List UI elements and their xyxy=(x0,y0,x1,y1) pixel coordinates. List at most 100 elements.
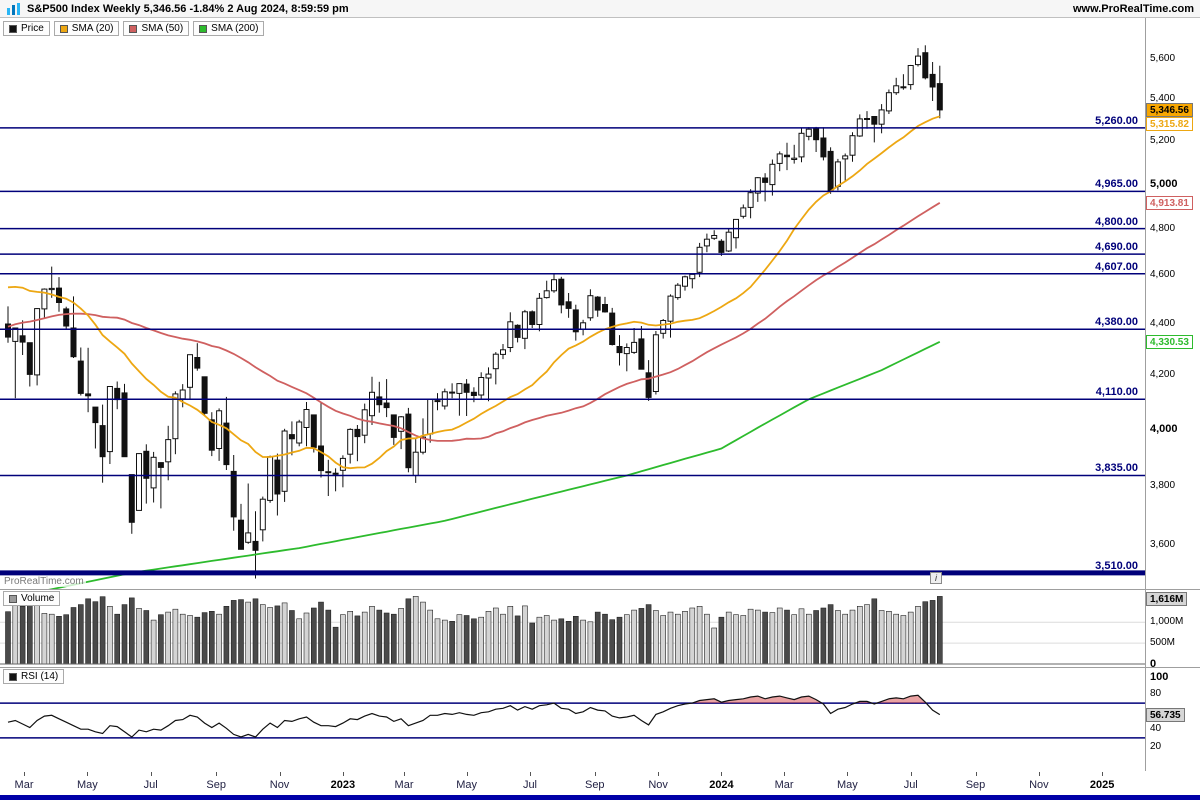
legend-volume-label: Volume xyxy=(21,593,55,604)
main-legend: Price SMA (20) SMA (50) SMA (200) xyxy=(3,21,265,36)
level-label: 4,800.00 xyxy=(1095,215,1138,228)
legend-sma200-label: SMA (200) xyxy=(211,23,259,34)
axis-tick-label: 100 xyxy=(1150,671,1169,683)
level-label: 3,510.00 xyxy=(1095,559,1138,572)
sma200-swatch-icon xyxy=(199,24,208,33)
rsi-legend: RSI (14) xyxy=(3,669,65,684)
time-tick-label: Jul xyxy=(522,779,537,791)
level-label: 4,380.00 xyxy=(1095,316,1138,329)
time-tick-mark xyxy=(279,772,281,776)
sma50-swatch-icon xyxy=(129,24,138,33)
axis-tick-label: 5,400 xyxy=(1150,93,1176,104)
axis-tick-label: 5,600 xyxy=(1150,53,1176,64)
time-tick-mark xyxy=(216,772,218,776)
axis-tick-label: 1,000M xyxy=(1150,616,1184,628)
time-tick-label: Mar xyxy=(394,779,414,791)
legend-sma20-label: SMA (20) xyxy=(71,23,114,34)
level-label: 4,690.00 xyxy=(1095,241,1138,254)
axis-tick-label: 3,600 xyxy=(1150,539,1176,551)
prorealtime-logo-icon xyxy=(7,2,20,15)
legend-rsi-label: RSI (14) xyxy=(21,671,59,682)
time-tick-label: May xyxy=(76,779,98,791)
sma200-line xyxy=(48,340,941,589)
time-tick-mark xyxy=(1102,772,1104,776)
level-label: 4,965.00 xyxy=(1095,178,1138,191)
axis-tick-label: 4,600 xyxy=(1150,269,1176,281)
legend-sma50-label: SMA (50) xyxy=(141,23,184,34)
time-tick-label: 2025 xyxy=(1089,779,1115,791)
sma20-value-badge: 5,315.82 xyxy=(1146,116,1193,131)
legend-price[interactable]: Price xyxy=(3,21,50,36)
axis-tick-label: 4,000 xyxy=(1150,423,1178,436)
time-tick-mark xyxy=(721,772,723,776)
time-tick-mark xyxy=(529,772,531,776)
candlestick-series xyxy=(5,45,943,579)
axis-tick-label: 5,000 xyxy=(1150,177,1178,190)
time-tick-mark xyxy=(658,772,660,776)
volume-panel[interactable] xyxy=(0,591,1145,667)
axis-tick-label: 5,200 xyxy=(1150,134,1176,146)
time-tick-label: Jul xyxy=(143,779,158,791)
legend-sma20[interactable]: SMA (20) xyxy=(53,21,120,36)
time-tick-label: Mar xyxy=(14,779,34,791)
time-tick-mark xyxy=(87,772,89,776)
sma50-line xyxy=(7,202,941,442)
time-tick-label: Nov xyxy=(648,779,668,791)
axis-tick-label: 0 xyxy=(1150,658,1157,670)
panel-separator xyxy=(0,589,1200,590)
legend-rsi[interactable]: RSI (14) xyxy=(3,669,65,684)
time-tick-label: Nov xyxy=(269,779,290,791)
legend-sma50[interactable]: SMA (50) xyxy=(123,21,190,36)
rsi-line xyxy=(0,694,1145,739)
time-tick-label: Mar xyxy=(774,779,794,791)
time-tick-mark xyxy=(24,772,26,776)
sma20-swatch-icon xyxy=(59,24,68,33)
main-price-chart[interactable] xyxy=(0,18,1145,589)
legend-price-label: Price xyxy=(21,23,44,34)
level-label: 4,110.00 xyxy=(1095,386,1138,399)
axis-tick-label: 80 xyxy=(1150,688,1162,700)
bottom-border-bar xyxy=(0,795,1200,800)
axis-tick-label: 40 xyxy=(1150,723,1162,735)
time-tick-label: 2023 xyxy=(330,779,356,791)
price-axis-separator xyxy=(1145,18,1146,771)
time-tick-label: Jul xyxy=(903,779,918,791)
volume-value-badge: 1,616M xyxy=(1146,592,1188,606)
horizontal-levels xyxy=(0,127,1145,576)
axis-tick-label: 4,200 xyxy=(1150,369,1176,381)
level-label: 5,260.00 xyxy=(1095,114,1138,127)
sma200-value-badge: 4,330.53 xyxy=(1146,334,1193,349)
time-tick-label: May xyxy=(836,779,858,791)
rsi-swatch-icon xyxy=(9,672,17,681)
time-tick-mark xyxy=(594,772,596,776)
time-tick-mark xyxy=(910,772,912,776)
axis-tick-label: 500M xyxy=(1150,637,1176,649)
time-tick-label: 2024 xyxy=(709,779,734,791)
legend-sma200[interactable]: SMA (200) xyxy=(193,21,265,36)
rsi-panel[interactable] xyxy=(0,668,1145,771)
time-tick-mark xyxy=(847,772,849,776)
chart-header: S&P500 Index Weekly 5,346.56 -1.84% 2 Au… xyxy=(0,0,1200,18)
chart-title: S&P500 Index Weekly 5,346.56 -1.84% 2 Au… xyxy=(27,2,349,15)
info-icon[interactable]: i xyxy=(930,572,942,584)
website-link[interactable]: www.ProRealTime.com xyxy=(1072,2,1194,15)
level-label: 3,835.00 xyxy=(1095,462,1138,475)
time-tick-mark xyxy=(466,772,468,776)
price-swatch-icon xyxy=(9,24,17,33)
last-price-badge: 5,346.56 xyxy=(1146,102,1193,117)
time-tick-label: Sep xyxy=(206,779,226,791)
time-tick-mark xyxy=(404,772,406,776)
axis-tick-label: 4,800 xyxy=(1150,222,1176,234)
time-tick-mark xyxy=(342,772,344,776)
axis-tick-label: 3,800 xyxy=(1150,479,1176,491)
legend-volume[interactable]: Volume xyxy=(3,591,61,606)
level-label: 4,607.00 xyxy=(1095,260,1138,273)
time-tick-mark xyxy=(150,772,152,776)
sma20-line xyxy=(7,115,941,470)
axis-tick-label: 4,400 xyxy=(1150,318,1176,330)
rsi-value-badge: 56.735 xyxy=(1146,707,1185,722)
time-tick-label: Nov xyxy=(1029,779,1049,791)
time-tick-mark xyxy=(1038,772,1040,776)
time-tick-mark xyxy=(784,772,786,776)
